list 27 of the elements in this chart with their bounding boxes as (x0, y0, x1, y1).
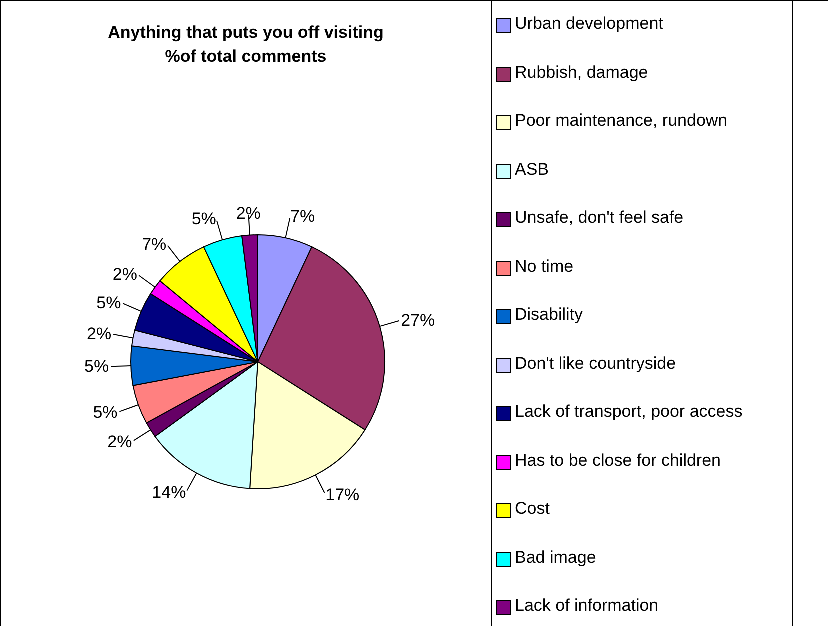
data-label: 27% (401, 310, 436, 330)
data-label: 5% (96, 293, 122, 312)
legend-label: Rubbish, damage (515, 62, 648, 84)
data-label: 2% (108, 432, 132, 452)
data-label: 2% (87, 324, 112, 344)
data-label: 2% (236, 204, 261, 223)
data-label: 7% (290, 207, 316, 226)
data-label: 7% (142, 234, 167, 254)
legend-label: Unsafe, don't feel safe (515, 207, 684, 229)
data-label: 14% (152, 483, 186, 502)
legend-label: Lack of transport, poor access (515, 401, 743, 423)
legend-label: Bad image (515, 546, 596, 568)
legend-label: Lack of information (515, 595, 659, 617)
legend-label: Poor maintenance, rundown (515, 110, 728, 132)
legend-label: Has to be close for children (515, 450, 721, 472)
data-label: 5% (192, 209, 216, 228)
text: Anything that puts you off visiting %of total comments (107, 22, 385, 68)
data-label: 17% (326, 485, 360, 504)
data-label: 2% (112, 264, 138, 284)
legend-label: Cost (515, 498, 550, 520)
legend-label: Disability (515, 304, 584, 326)
data-label: 5% (84, 357, 110, 376)
legend-label: Don't like countryside (515, 352, 676, 374)
data-label: 5% (93, 402, 118, 422)
legend-label: ASB (515, 158, 550, 180)
legend-label: Urban development (515, 13, 664, 35)
legend-label: No time (515, 256, 574, 278)
